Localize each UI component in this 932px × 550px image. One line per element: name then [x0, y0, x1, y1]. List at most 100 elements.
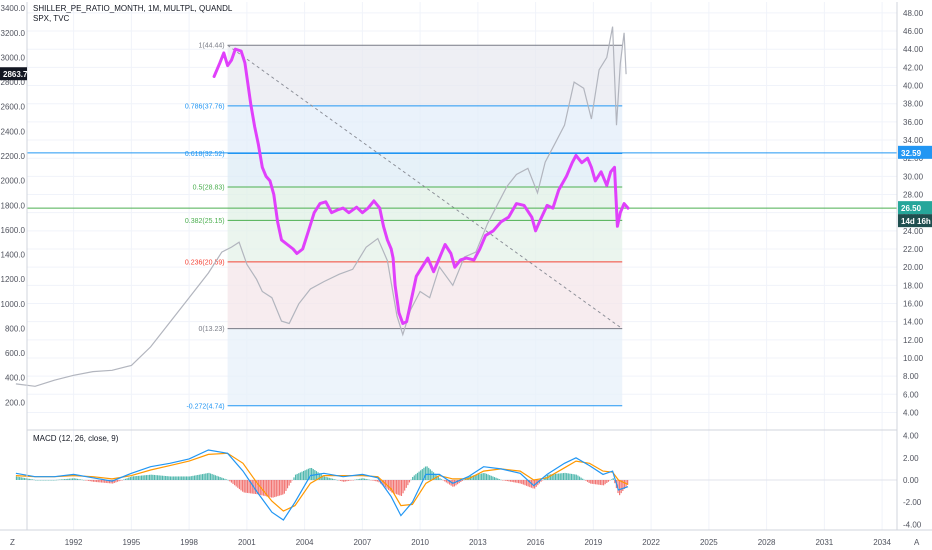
macd-histogram-bar	[92, 480, 95, 482]
macd-histogram-bar	[282, 480, 284, 495]
right-axis-tick: 46.00	[903, 27, 924, 36]
macd-histogram-bar	[97, 480, 99, 483]
macd-histogram-bar	[307, 468, 310, 480]
macd-histogram-bar	[256, 480, 258, 495]
macd-histogram-bar	[205, 473, 207, 480]
macd-histogram-bar	[543, 478, 545, 480]
macd-histogram-bar	[612, 478, 614, 480]
right-axis-tick: 18.00	[903, 281, 924, 290]
macd-histogram-bar	[346, 480, 348, 482]
macd-histogram-bar	[322, 475, 324, 480]
macd-histogram-bar	[331, 478, 334, 480]
macd-histogram-bar	[357, 479, 359, 480]
auto-scale-button[interactable]: A	[914, 538, 920, 547]
left-axis-tick: 200.0	[5, 398, 26, 407]
x-axis-tick: 2004	[296, 538, 314, 547]
macd-histogram-bar	[479, 473, 481, 480]
macd-histogram-bar	[599, 480, 601, 485]
x-axis-tick: 2016	[527, 538, 545, 547]
right-axis-tick: 28.00	[903, 191, 924, 200]
macd-histogram-bar	[118, 480, 120, 482]
macd-line	[15, 449, 629, 521]
macd-histogram-bar	[309, 468, 311, 480]
macd-histogram-bar	[444, 480, 446, 482]
macd-histogram-bar	[171, 476, 173, 480]
macd-histogram-bar	[402, 480, 404, 494]
macd-histogram-bar	[590, 480, 592, 484]
macd-histogram-bar	[165, 476, 167, 480]
macd-histogram-bar	[477, 474, 480, 480]
macd-histogram-bar	[140, 475, 143, 480]
macd-histogram-bar	[78, 479, 80, 480]
macd-histogram-bar	[493, 477, 496, 480]
left-axis-tick: 3200.0	[1, 29, 26, 38]
macd-histogram-bar	[484, 473, 486, 480]
macd-histogram-bar	[302, 470, 305, 480]
right-axis-tick: 40.00	[903, 82, 924, 91]
macd-histogram-bar	[304, 470, 306, 480]
spx-line	[15, 26, 627, 387]
macd-histogram-bar	[301, 471, 303, 480]
right-axis-tick: 16.00	[903, 299, 924, 308]
macd-histogram-bar	[91, 480, 93, 482]
macd-histogram-bar	[116, 480, 119, 482]
time-zone-label[interactable]: Z	[10, 538, 15, 547]
spx-price-badge-bg	[0, 67, 27, 81]
macd-histogram-bar	[569, 473, 571, 480]
macd-histogram-bar	[602, 480, 605, 486]
macd-histogram-bar	[288, 480, 290, 486]
macd-histogram-bar	[62, 479, 64, 480]
right-axis-tick: 42.00	[903, 63, 924, 72]
macd-histogram-bar	[598, 480, 600, 485]
macd-histogram-bar	[383, 480, 385, 487]
macd-histogram-bar	[75, 478, 77, 480]
macd-histogram-bar	[158, 475, 160, 480]
macd-histogram-bar	[113, 480, 115, 483]
macd-histogram-bar	[458, 480, 460, 484]
macd-histogram-bar	[620, 480, 622, 494]
macd-histogram-bar	[424, 466, 427, 480]
macd-histogram-bar	[413, 475, 415, 480]
macd-histogram-bar	[261, 480, 263, 496]
left-axis-tick: 1800.0	[1, 201, 26, 210]
macd-histogram-bar	[258, 480, 260, 495]
macd-histogram-bar	[558, 473, 560, 480]
macd-histogram-bar	[514, 480, 516, 483]
macd-histogram-bar	[219, 477, 221, 480]
macd-histogram-bar	[153, 474, 156, 480]
macd-histogram-bar	[177, 476, 180, 480]
macd-histogram-bar	[187, 476, 189, 480]
macd-histogram-bar	[31, 479, 34, 480]
fib-level-label: 0.786(37.76)	[185, 103, 225, 110]
macd-histogram-bar	[525, 480, 528, 486]
horizontal-lines[interactable]	[27, 152, 897, 209]
macd-histogram-bar	[166, 476, 168, 480]
macd-histogram-bar	[439, 478, 441, 480]
macd-histogram-bar	[405, 480, 407, 488]
macd-histogram-bar	[341, 480, 343, 482]
fibonacci-retracement[interactable]: 1(44.44) 0.786(37.76) 0.618(32.52) 0.5(28.8…	[185, 43, 623, 411]
macd-histogram-bar	[325, 476, 327, 480]
macd-histogram-bar	[185, 476, 188, 480]
macd-histogram-bar	[234, 480, 236, 486]
left-axis-tick: 600.0	[5, 349, 26, 358]
macd-histogram-bar	[214, 475, 216, 480]
macd-histogram-bar	[88, 480, 90, 481]
countdown-badge: 14d 16h	[901, 217, 931, 226]
macd-histogram-bar	[290, 480, 292, 483]
macd-histogram-bar	[200, 474, 202, 480]
macd-histogram-bar	[355, 479, 358, 480]
macd-histogram-bar	[455, 480, 457, 486]
macd-histogram-bar	[319, 473, 321, 480]
macd-histogram-bar	[60, 479, 62, 480]
macd-histogram-bar	[482, 473, 484, 480]
macd-histogram-bar	[181, 476, 183, 480]
x-axis-tick: 1995	[122, 538, 140, 547]
right-axis-tick: 34.00	[903, 136, 924, 145]
right-axis-tick: 10.00	[903, 354, 924, 363]
macd-histogram-bar	[461, 480, 464, 481]
macd-histogram-bar	[201, 474, 204, 480]
macd-histogram-bar	[344, 480, 346, 482]
macd-histogram-bar	[209, 473, 212, 480]
